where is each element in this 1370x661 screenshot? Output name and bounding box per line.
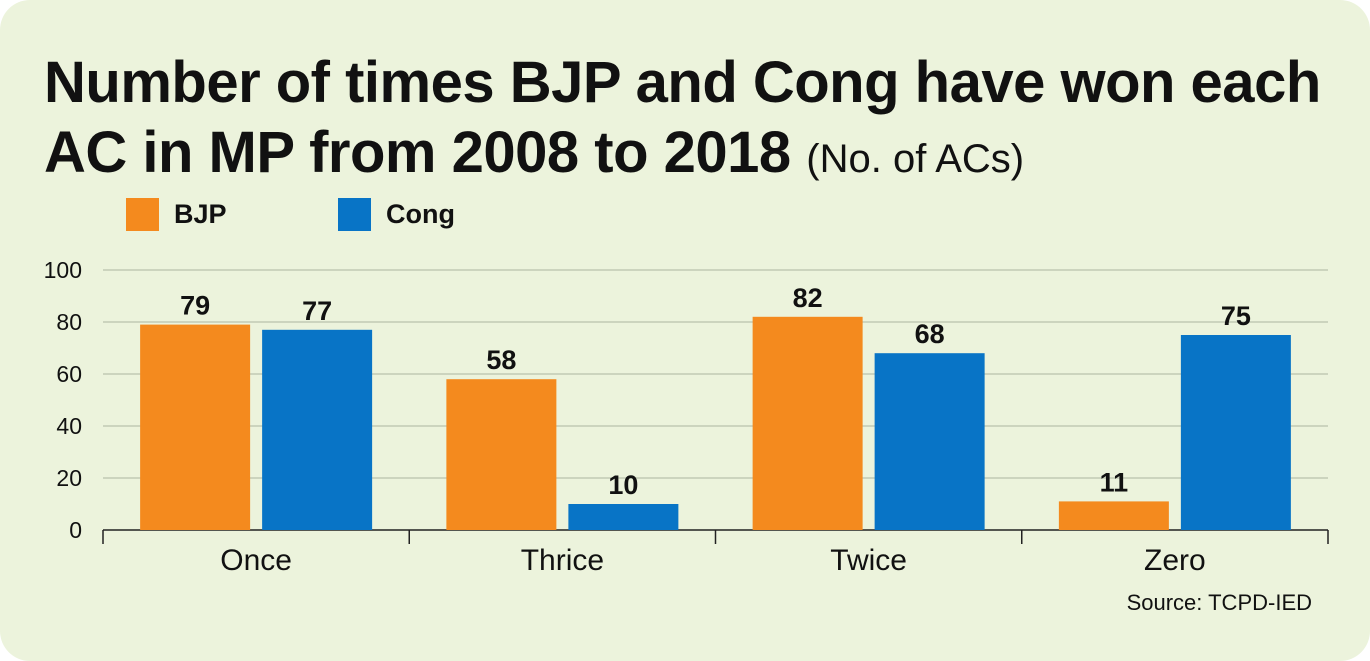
x-tick-label: Thrice [521, 544, 604, 577]
data-label: 75 [1221, 301, 1251, 331]
data-label: 11 [1100, 467, 1129, 497]
legend-swatch-bjp [126, 198, 159, 231]
bar-bjp [752, 316, 863, 530]
y-tick-label: 60 [56, 361, 82, 387]
data-label: 82 [793, 283, 823, 313]
chart-title: Number of times BJP and Cong have won ea… [44, 48, 1344, 194]
bar-bjp [446, 379, 557, 530]
x-tick-label: Twice [830, 544, 907, 577]
legend-item-bjp: BJP [126, 198, 227, 231]
y-tick-label: 80 [56, 309, 82, 335]
legend-label-cong: Cong [386, 199, 455, 229]
legend-item-cong: Cong [338, 198, 455, 231]
x-tick-label: Once [220, 544, 292, 577]
y-tick-label: 0 [69, 517, 82, 543]
y-tick-label: 20 [56, 465, 82, 491]
bar-cong [874, 353, 985, 530]
y-tick-label: 40 [56, 413, 82, 439]
data-label: 77 [302, 296, 332, 326]
legend-swatch-cong [338, 198, 371, 231]
bar-bjp [140, 324, 251, 530]
x-tick-label: Zero [1144, 544, 1206, 577]
data-label: 79 [180, 291, 210, 321]
title-main: Number of times BJP and Cong have won ea… [44, 50, 1321, 185]
bar-cong [1180, 335, 1291, 530]
y-tick-label: 100 [44, 257, 82, 283]
bar-bjp [1058, 501, 1169, 530]
data-label: 68 [915, 319, 945, 349]
source-note: Source: TCPD-IED [1126, 590, 1312, 615]
title-unit: (No. of ACs) [806, 137, 1025, 181]
bar-cong [568, 504, 679, 530]
legend-label-bjp: BJP [174, 199, 227, 229]
bar-cong [262, 329, 373, 530]
data-label: 10 [608, 470, 638, 500]
data-label: 58 [486, 345, 516, 375]
